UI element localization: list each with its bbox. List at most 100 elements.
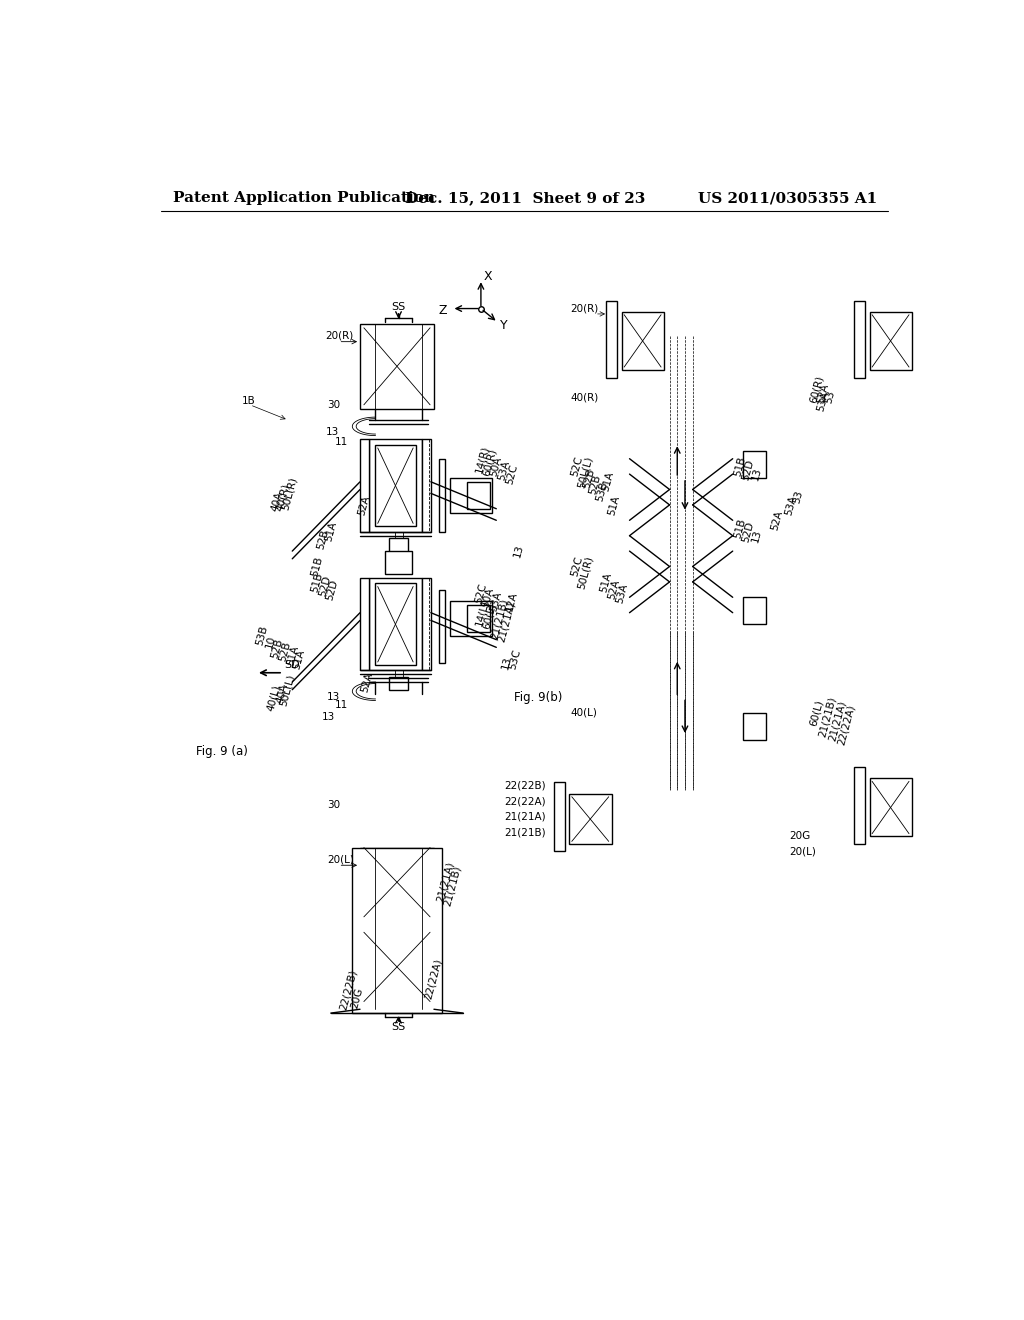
Text: 30: 30 xyxy=(327,400,340,409)
Text: 52C: 52C xyxy=(504,463,519,486)
Text: 50L(L): 50L(L) xyxy=(278,673,296,706)
Bar xyxy=(375,445,416,527)
Text: 20G: 20G xyxy=(788,832,810,841)
Text: 51A: 51A xyxy=(285,644,300,667)
Text: 21(21B): 21(21B) xyxy=(442,865,463,907)
Text: 20G: 20G xyxy=(350,986,366,1010)
Bar xyxy=(360,578,370,671)
Text: 22(22A): 22(22A) xyxy=(836,704,856,746)
Text: 13: 13 xyxy=(326,426,339,437)
Text: 53: 53 xyxy=(823,389,837,405)
Text: 30: 30 xyxy=(327,800,340,810)
Text: 20(R): 20(R) xyxy=(326,330,354,341)
Text: 1B: 1B xyxy=(243,396,256,407)
Text: 52A: 52A xyxy=(359,671,375,693)
Text: 52A: 52A xyxy=(606,578,622,601)
Text: 52C: 52C xyxy=(569,455,585,478)
Text: Y: Y xyxy=(500,319,508,333)
Text: 51A: 51A xyxy=(600,471,615,492)
Bar xyxy=(467,605,490,632)
Text: Z: Z xyxy=(438,304,446,317)
Text: 21(21B): 21(21B) xyxy=(505,828,547,837)
Bar xyxy=(451,601,493,636)
Text: SS: SS xyxy=(391,1022,406,1032)
Bar xyxy=(869,779,912,836)
Text: 13: 13 xyxy=(750,466,763,482)
Text: 22(22B): 22(22B) xyxy=(505,781,547,791)
Text: 52B: 52B xyxy=(582,467,597,490)
Text: 21(21A): 21(21A) xyxy=(497,601,517,643)
Text: 52C: 52C xyxy=(569,556,585,578)
Text: 52A: 52A xyxy=(356,494,372,516)
Text: 51A: 51A xyxy=(291,648,306,671)
Text: 53A: 53A xyxy=(488,590,504,612)
Text: 40A: 40A xyxy=(269,490,285,512)
Bar xyxy=(389,539,408,552)
Text: 40A: 40A xyxy=(274,682,289,705)
Text: 51B: 51B xyxy=(733,455,748,478)
Text: Dec. 15, 2011  Sheet 9 of 23: Dec. 15, 2011 Sheet 9 of 23 xyxy=(404,191,645,206)
Bar xyxy=(742,597,766,624)
Text: 52B: 52B xyxy=(278,640,292,663)
Text: 40(R): 40(R) xyxy=(570,392,599,403)
Text: 22(22A): 22(22A) xyxy=(423,957,443,999)
Text: 60(R): 60(R) xyxy=(808,375,825,404)
Text: 21(21B): 21(21B) xyxy=(817,696,838,738)
Text: 13: 13 xyxy=(750,528,763,544)
Text: 14(R): 14(R) xyxy=(473,444,490,474)
Bar xyxy=(854,767,865,843)
Bar xyxy=(854,301,865,378)
Text: 21(21A): 21(21A) xyxy=(505,812,547,822)
Text: 52D: 52D xyxy=(325,578,340,601)
Bar xyxy=(422,578,431,671)
Bar xyxy=(360,440,370,532)
Text: 52A: 52A xyxy=(816,381,830,404)
Bar xyxy=(385,552,413,574)
Text: 52A: 52A xyxy=(770,510,784,532)
Text: 50L(L): 50L(L) xyxy=(575,455,594,490)
Bar xyxy=(451,478,493,512)
Bar xyxy=(370,578,422,671)
Bar xyxy=(569,793,611,843)
Bar xyxy=(438,590,444,663)
Text: 53B: 53B xyxy=(594,480,609,502)
Text: 52D: 52D xyxy=(740,520,756,544)
Text: 20(L): 20(L) xyxy=(788,846,816,857)
Bar xyxy=(352,847,441,1014)
Text: SD: SD xyxy=(285,660,300,671)
Bar xyxy=(554,781,565,851)
Text: 53C: 53C xyxy=(508,648,523,671)
Text: Patent Application Publication: Patent Application Publication xyxy=(173,191,435,206)
Bar xyxy=(467,482,490,508)
Bar xyxy=(622,313,665,370)
Text: SS: SS xyxy=(391,302,406,312)
Text: 53A: 53A xyxy=(816,389,830,412)
Text: 21(21A): 21(21A) xyxy=(826,700,847,742)
Text: 40(L): 40(L) xyxy=(265,684,283,711)
Bar xyxy=(742,713,766,739)
Text: 50L(R): 50L(R) xyxy=(575,554,594,590)
Text: 40(R): 40(R) xyxy=(274,482,292,512)
Text: 52B: 52B xyxy=(588,474,603,496)
Text: 10: 10 xyxy=(264,635,276,649)
Text: Fig. 9(b): Fig. 9(b) xyxy=(514,690,562,704)
Text: 52D: 52D xyxy=(740,458,756,482)
Bar xyxy=(869,313,912,370)
Text: 22(22B): 22(22B) xyxy=(339,969,358,1011)
Text: 13: 13 xyxy=(322,711,335,722)
Text: 13: 13 xyxy=(512,544,524,558)
Bar xyxy=(438,459,444,532)
Bar xyxy=(375,583,416,665)
Text: 22(22A): 22(22A) xyxy=(505,796,547,807)
Bar xyxy=(360,323,434,409)
Text: 13: 13 xyxy=(500,655,513,671)
Text: 21(21B): 21(21B) xyxy=(488,598,509,640)
Text: US 2011/0305355 A1: US 2011/0305355 A1 xyxy=(698,191,878,206)
Text: 53A: 53A xyxy=(614,582,629,605)
Text: 11: 11 xyxy=(335,437,348,446)
Text: 51B: 51B xyxy=(309,556,325,578)
Text: 50A: 50A xyxy=(488,455,504,478)
Bar xyxy=(360,847,434,1010)
Bar xyxy=(742,451,766,478)
Text: Fig. 9 (a): Fig. 9 (a) xyxy=(196,744,248,758)
